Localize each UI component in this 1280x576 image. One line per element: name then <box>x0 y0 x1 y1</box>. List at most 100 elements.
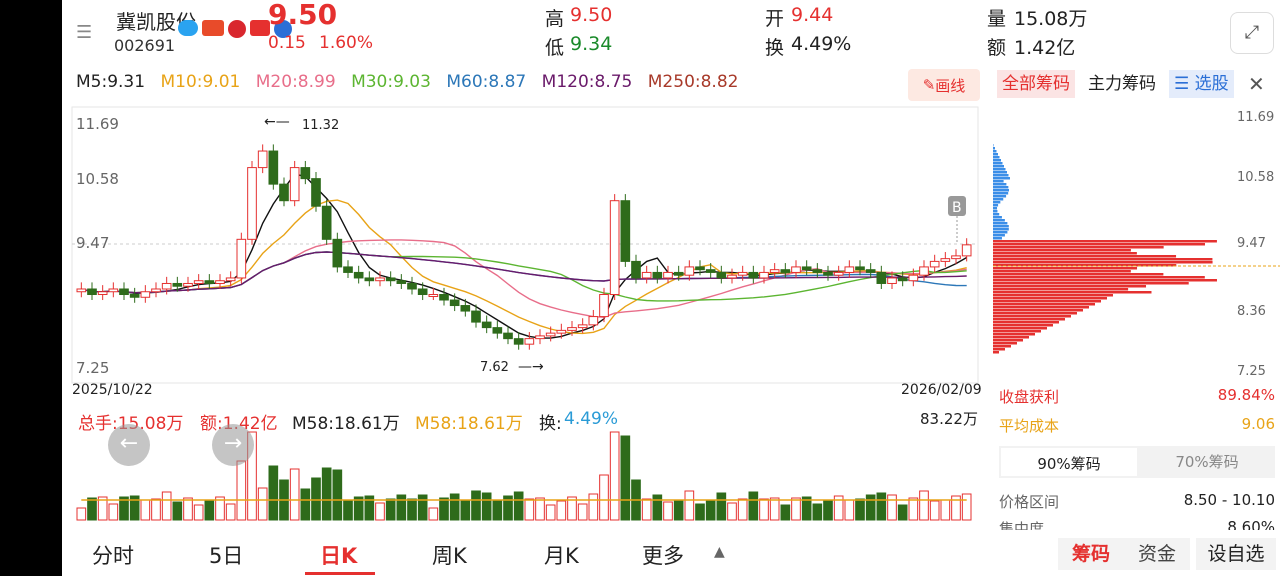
high-label: 高 <box>545 8 565 30</box>
tab-70-chips[interactable]: 70%筹码 <box>1175 453 1239 471</box>
candle <box>567 327 577 331</box>
close-icon[interactable]: ✕ <box>1248 72 1265 96</box>
chip-bar <box>993 294 1113 297</box>
candlestick-chart[interactable]: 11.69 10.58 9.47 7.25 11.32 ←— 7.62 —→ B <box>62 104 982 404</box>
chat-icon[interactable] <box>178 20 198 36</box>
left-black-bar <box>0 0 62 576</box>
candle <box>481 321 492 329</box>
volume-bar <box>791 497 801 521</box>
volume-bar <box>929 500 940 521</box>
tab-daily-k[interactable]: 日K <box>320 544 358 568</box>
candle <box>577 324 588 329</box>
volume-bar <box>332 469 343 521</box>
chip-bar <box>993 327 1047 330</box>
chip-bar <box>993 330 1041 333</box>
candle <box>641 271 652 279</box>
volume-bar <box>364 495 375 521</box>
tab-all-chips[interactable]: 全部筹码 <box>997 70 1075 98</box>
candle <box>311 178 321 207</box>
open-label: 开 <box>765 8 785 30</box>
draw-line-button[interactable]: ✎ 画线 <box>908 69 980 101</box>
volume-bar <box>471 490 481 521</box>
badge-icons <box>178 20 292 38</box>
ma30-line <box>81 251 967 302</box>
fund-button[interactable]: 资金 <box>1124 538 1190 570</box>
volume-bar <box>684 490 695 521</box>
ma250-label: M250:8.82 <box>647 72 739 92</box>
volume-bar <box>535 497 545 521</box>
chip-bar <box>993 168 1006 171</box>
candle <box>748 271 759 279</box>
volume-bar <box>780 504 791 521</box>
toutiao-icon[interactable] <box>202 20 224 36</box>
candle <box>812 269 823 273</box>
chip-bar <box>993 171 1007 174</box>
volume-bar <box>172 501 183 521</box>
b-marker-box[interactable] <box>948 196 966 216</box>
candle <box>791 266 801 273</box>
draw-line-label: 画线 <box>935 76 966 95</box>
menu-icon[interactable]: ☰ <box>76 22 93 43</box>
fullscreen-icon[interactable]: ⤢ <box>1230 12 1274 54</box>
turnover-label: 换 <box>765 37 785 59</box>
next-arrow-icon[interactable]: → <box>212 424 254 466</box>
add-watchlist-button[interactable]: 设自选 <box>1196 538 1276 570</box>
candle <box>940 258 951 262</box>
candle <box>151 288 161 293</box>
volume-bar <box>439 497 449 521</box>
stock-code: 002691 <box>114 36 176 55</box>
low-arrow-icon: —→ <box>518 359 544 375</box>
video-icon[interactable] <box>250 20 270 36</box>
volume-bar <box>855 498 865 521</box>
volume-bar <box>407 498 417 521</box>
chip-bar <box>993 309 1083 312</box>
candle <box>769 269 780 273</box>
volume-bar <box>87 497 97 521</box>
price-tick-2: 10.58 <box>76 170 119 188</box>
chip-bar <box>993 345 1011 348</box>
tab-90-chips[interactable]: 90%筹码 <box>1001 448 1137 476</box>
chip-bar <box>993 336 1029 339</box>
candle <box>684 266 695 276</box>
volume-bar <box>769 497 780 521</box>
volume-bar <box>876 492 887 521</box>
range-value: 8.50 - 10.10 <box>1183 491 1275 509</box>
chip-bar <box>993 273 1164 276</box>
tab-pick-stock[interactable]: ☰ 选股 <box>1169 70 1234 98</box>
volume-bar <box>951 495 961 521</box>
volume-bar <box>641 498 652 521</box>
chip-bar <box>993 285 1147 288</box>
chip-bar <box>993 243 1205 246</box>
volume-bar <box>151 498 161 521</box>
chip-bar <box>993 183 1007 186</box>
start-date: 2025/10/22 <box>72 382 153 398</box>
caret-up-icon[interactable]: ▲ <box>714 544 725 560</box>
chip-bar <box>993 207 998 210</box>
app-icon[interactable] <box>274 20 292 38</box>
candle <box>332 238 343 268</box>
candle <box>599 294 609 318</box>
candle <box>439 294 449 301</box>
weibo-icon[interactable] <box>228 20 246 38</box>
candle <box>396 280 407 284</box>
range-label: 价格区间 <box>999 493 1060 511</box>
candle <box>780 269 791 273</box>
candle <box>119 288 129 296</box>
price-tick-1: 11.69 <box>76 115 119 133</box>
candle <box>833 271 844 276</box>
tab-main-chips[interactable]: 主力筹码 <box>1088 74 1156 94</box>
tab-5day[interactable]: 5日 <box>209 544 244 568</box>
tab-fenshi[interactable]: 分时 <box>92 544 134 568</box>
turn-label: 换: <box>539 414 562 434</box>
candle <box>172 282 183 287</box>
tab-weekly-k[interactable]: 周K <box>432 544 467 568</box>
prev-arrow-icon[interactable]: ← <box>108 424 150 466</box>
chip-tick-5: 7.25 <box>1237 364 1266 379</box>
chip-bar <box>993 225 1009 228</box>
candle <box>503 332 513 340</box>
chip-bar <box>993 204 999 207</box>
chip-button[interactable]: 筹码 <box>1058 538 1124 570</box>
tab-more[interactable]: 更多 <box>642 544 684 568</box>
tab-monthly-k[interactable]: 月K <box>544 544 579 568</box>
volume-bar <box>705 499 716 521</box>
